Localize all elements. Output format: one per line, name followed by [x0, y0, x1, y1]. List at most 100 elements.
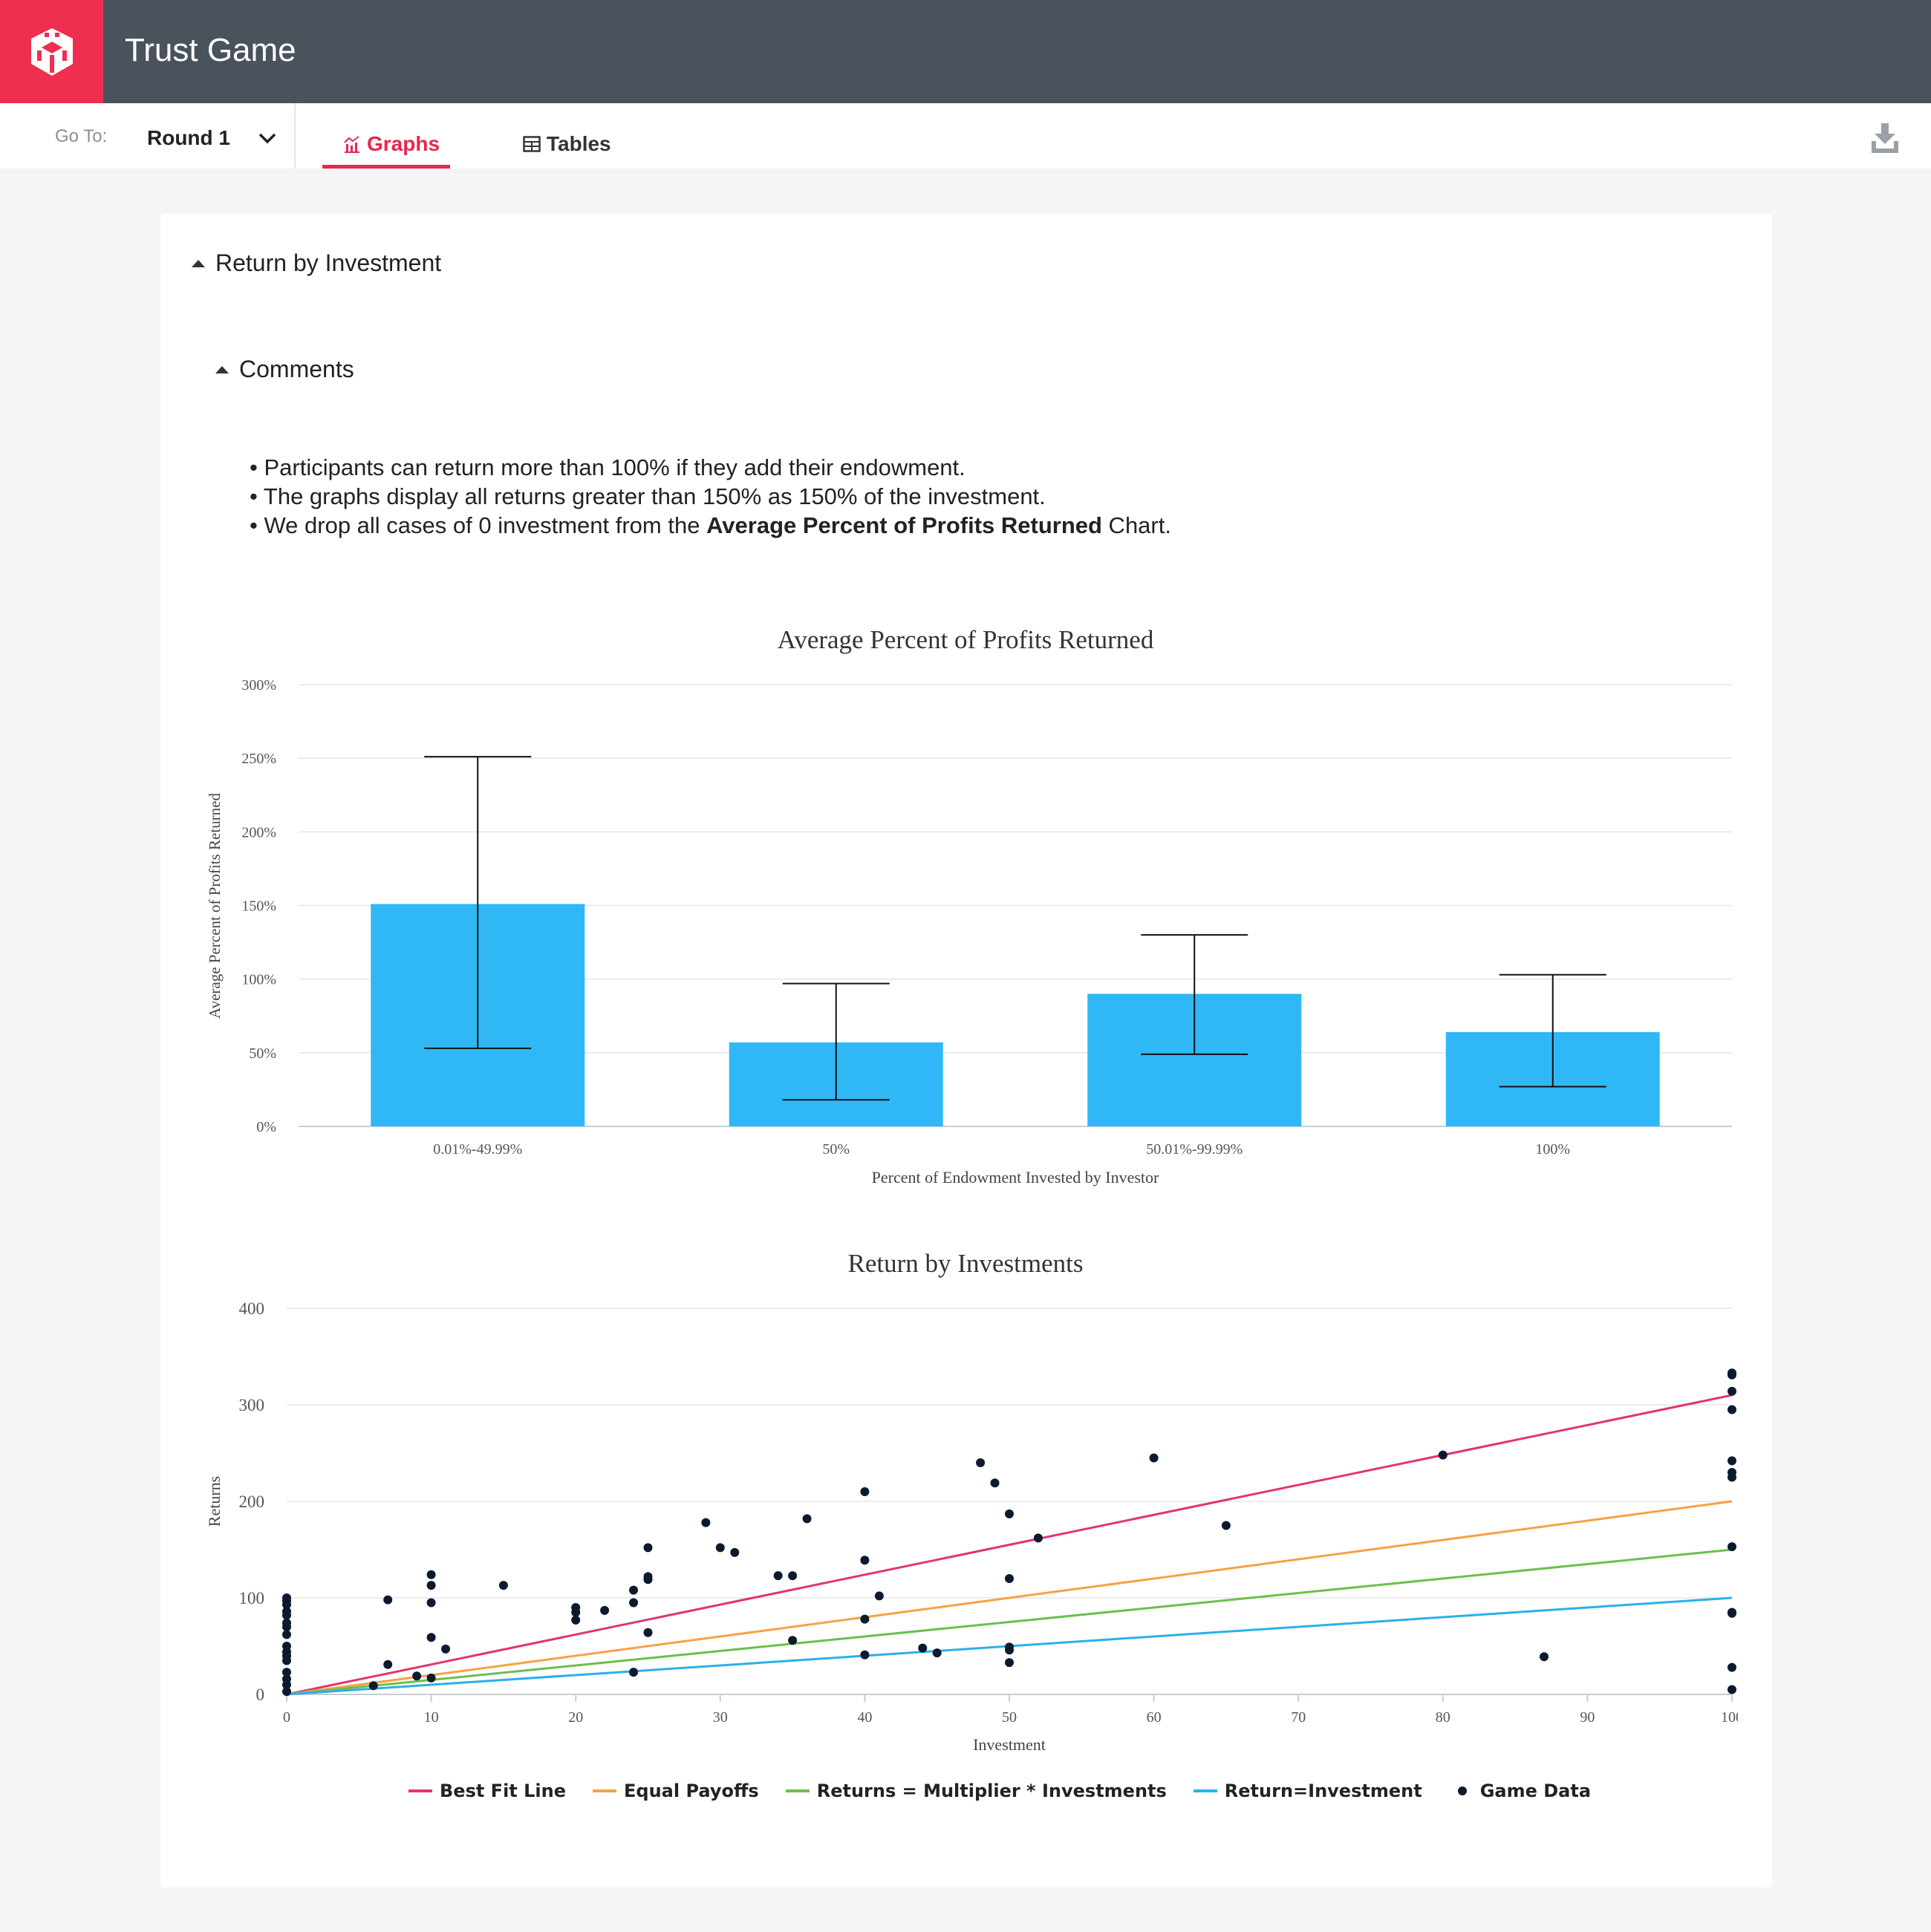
data-point: [1728, 1456, 1736, 1466]
comment-item: • We drop all cases of 0 investment from…: [250, 512, 1171, 538]
data-point: [788, 1636, 798, 1645]
tab-graphs-label: Graphs: [367, 132, 440, 155]
data-point: [629, 1585, 639, 1595]
x-tick-label: 50%: [822, 1141, 850, 1158]
legend-item-return-investment[interactable]: Return=Investment: [1193, 1781, 1422, 1801]
legend-swatch: [785, 1789, 810, 1792]
data-point: [773, 1571, 783, 1581]
data-point: [1540, 1652, 1549, 1662]
cube-logo-icon: [30, 27, 73, 76]
x-tick-label: 100: [1721, 1709, 1738, 1726]
comment-text: Participants can return more than 100% i…: [264, 454, 966, 480]
data-point: [571, 1608, 581, 1617]
data-point: [860, 1487, 870, 1496]
data-point: [1728, 1386, 1736, 1396]
y-tick-label: 0%: [256, 1119, 276, 1135]
data-point: [860, 1650, 870, 1660]
data-point: [383, 1595, 393, 1605]
x-tick-label: 60: [1147, 1709, 1162, 1726]
data-point: [1221, 1521, 1231, 1530]
chevron-down-icon: [258, 133, 276, 144]
section-toggle-return-by-investment[interactable]: Return by Investment: [192, 249, 441, 277]
data-point: [426, 1570, 436, 1579]
y-tick-label: 400: [239, 1299, 265, 1318]
y-tick-label: 0: [256, 1685, 265, 1704]
data-point: [383, 1660, 393, 1669]
x-tick-label: 50: [1002, 1709, 1017, 1726]
data-point: [874, 1591, 884, 1601]
table-icon: [523, 136, 541, 152]
data-point: [426, 1673, 436, 1683]
legend-swatch: [408, 1789, 432, 1792]
y-tick-label: 200%: [241, 824, 276, 841]
y-tick-label: 100%: [241, 972, 276, 988]
data-point: [282, 1610, 291, 1620]
data-point: [1728, 1370, 1736, 1380]
x-tick-label: 80: [1436, 1709, 1450, 1726]
legend-item-multiplier[interactable]: Returns = Multiplier * Investments: [785, 1781, 1167, 1801]
comments-list: • Participants can return more than 100%…: [250, 453, 1171, 540]
data-point: [715, 1543, 725, 1553]
y-tick-label: 300%: [241, 677, 276, 694]
reference-line: [286, 1548, 1733, 1696]
legend-item-game-data[interactable]: Game Data: [1449, 1781, 1591, 1801]
reference-line: [286, 1500, 1733, 1696]
bar-chart-icon: [344, 136, 359, 153]
data-point: [412, 1671, 422, 1681]
data-point: [282, 1668, 291, 1677]
legend-item-best-fit[interactable]: Best Fit Line: [408, 1781, 566, 1801]
data-point: [1728, 1405, 1736, 1414]
caret-up-icon: [192, 259, 205, 267]
bar-chart: 0% 50% 100% 150% 200% 250% 300% 0.01%-49.99% 50%…: [206, 677, 1732, 1187]
x-tick-label: 0.01%-49.99%: [433, 1141, 522, 1158]
brand-logo[interactable]: [0, 0, 103, 103]
data-point: [1728, 1472, 1736, 1482]
tab-graphs[interactable]: Graphs: [343, 132, 440, 156]
legend-item-equal-payoffs[interactable]: Equal Payoffs: [593, 1781, 759, 1801]
x-tick-label: 70: [1291, 1709, 1306, 1726]
bar-chart-title: Average Percent of Profits Returned: [777, 625, 1154, 654]
y-tick-label: 200: [239, 1492, 265, 1511]
data-point: [1728, 1542, 1736, 1552]
y-axis-title: Returns: [205, 1476, 224, 1527]
data-point: [282, 1656, 291, 1665]
app-header: Trust Game: [0, 0, 1931, 103]
comment-text: The graphs display all returns greater t…: [263, 483, 1046, 509]
comment-text-bold: Average Percent of Profits Returned: [706, 512, 1102, 538]
data-point: [426, 1581, 436, 1590]
goto-label: Go To:: [55, 126, 108, 146]
scatter-chart: 0 100 200 300 400 0 10 20 30 40 50 60 70 80 90 100 Inves…: [205, 1299, 1738, 1754]
legend-swatch: [1457, 1786, 1467, 1795]
data-point: [368, 1681, 378, 1691]
legend-swatch: [1193, 1789, 1217, 1792]
data-point: [282, 1600, 291, 1610]
tab-tables[interactable]: Tables: [523, 132, 611, 156]
download-button[interactable]: [1872, 123, 1898, 157]
data-point: [990, 1478, 1000, 1488]
round-select[interactable]: Round 1: [147, 117, 281, 159]
data-point: [1728, 1662, 1736, 1672]
scatter-chart-title: Return by Investments: [847, 1249, 1084, 1278]
legend-label: Equal Payoffs: [624, 1781, 759, 1801]
section-title: Return by Investment: [215, 249, 442, 276]
data-point: [282, 1687, 291, 1697]
y-tick-label: 250%: [241, 751, 276, 767]
tab-tables-label: Tables: [547, 132, 611, 155]
x-tick-label: 20: [568, 1709, 583, 1726]
data-point: [282, 1622, 291, 1631]
comments-toggle[interactable]: Comments: [215, 356, 354, 383]
legend-label: Return=Investment: [1224, 1781, 1422, 1801]
x-tick-label: 50.01%-99.99%: [1146, 1141, 1243, 1158]
data-point: [1728, 1685, 1736, 1694]
comment-text-prefix: We drop all cases of 0 investment from t…: [264, 512, 707, 538]
data-point: [643, 1543, 653, 1553]
round-select-value: Round 1: [147, 126, 230, 149]
data-point: [1005, 1509, 1014, 1518]
data-point: [860, 1556, 870, 1565]
data-point: [860, 1614, 870, 1624]
x-tick-label: 0: [283, 1709, 290, 1726]
data-point: [1005, 1658, 1014, 1668]
data-point: [426, 1598, 436, 1608]
data-point: [643, 1628, 653, 1637]
active-tab-indicator: [322, 165, 450, 169]
